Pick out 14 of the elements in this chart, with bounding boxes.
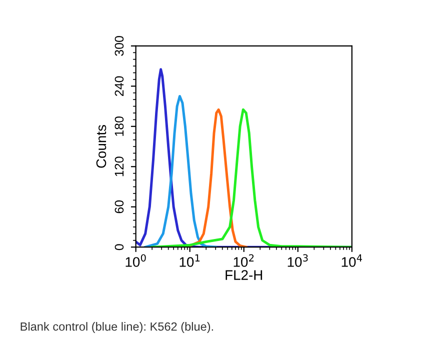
x-axis-title: FL2-H [226,270,262,280]
y-tick-label: 120 [114,156,124,176]
x-tick-label: 10$^{1}$ [180,254,200,267]
y-tick-label: 180 [114,116,124,136]
y-tick-label: 240 [114,76,124,96]
y-tick-label: 0 [114,244,124,250]
x-tick-label: 10$^{4}$ [342,254,362,267]
text: Blank control (blue line): K562 (blue). [20,322,214,334]
x-tick-label: 10$^{2}$ [234,254,254,267]
y-tick-label: 60 [114,200,124,214]
x-tick-label: 10$^{3}$ [288,254,308,267]
x-tick-label: 10$^{0}$ [126,254,146,267]
y-axis-title: Counts [96,125,106,168]
y-tick-label: 300 [114,36,124,56]
